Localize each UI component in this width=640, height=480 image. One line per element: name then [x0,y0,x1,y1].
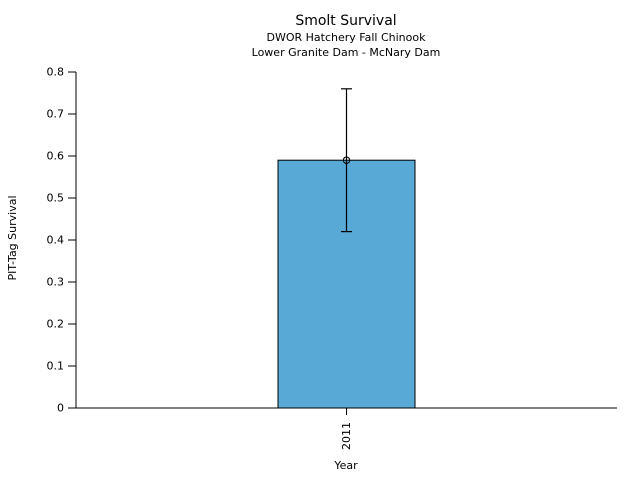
chart-subtitle-line2: Lower Granite Dam - McNary Dam [252,46,441,59]
plot-area: 0 0.1 0.2 0.3 0.4 0.5 0.6 0.7 0.8 2011 [47,66,617,450]
y-tick-label: 0.6 [47,150,65,163]
y-tick-label: 0.3 [47,276,65,289]
y-axis-label: PIT-Tag Survival [6,195,19,280]
chart-subtitle-line1: DWOR Hatchery Fall Chinook [267,31,427,44]
y-tick-label: 0 [57,402,64,415]
y-tick-label: 0.5 [47,192,65,205]
y-tick-label: 0.1 [47,360,65,373]
data-point-marker [342,156,351,164]
y-tick-label: 0.7 [47,108,65,121]
x-tick-label: 2011 [340,422,353,450]
x-axis-label: Year [333,459,358,472]
y-tick-label: 0.4 [47,234,65,247]
chart-title: Smolt Survival [295,13,396,29]
y-tick-label: 0.2 [47,318,65,331]
y-tick-label: 0.8 [47,66,65,79]
